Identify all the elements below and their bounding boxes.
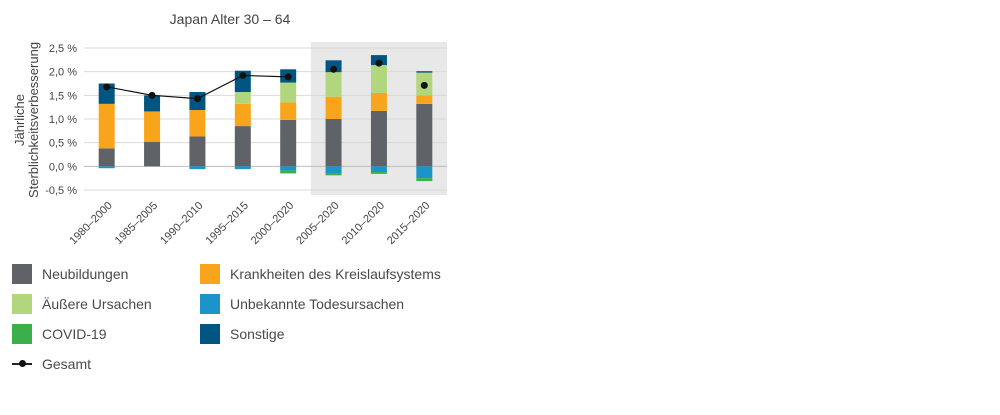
chart: 2,5 % 2,0 % 1,5 % 1,0 % 0,5 % 0,0 % -0,5 % 198… [12,11,447,247]
total-point [284,73,292,81]
bar-segment [234,92,251,104]
legend-label: Äußere Ursachen [42,296,152,312]
legend-swatch [200,264,220,284]
bar-segment [416,178,433,182]
total-point [330,65,338,73]
bar-segment [234,126,251,167]
legend-swatch [12,294,32,314]
legend-label: Neubildungen [42,266,129,282]
bar-segment [280,82,297,103]
y-axis-label: JährlicheSterblichkeitsverbesserung [12,42,41,198]
y-tick-label: 1,0 % [49,114,77,126]
legend-item: Äußere Ursachen [12,294,152,314]
bar-segment [144,141,161,167]
bar-segment [98,83,115,104]
x-tick-label: 2010–2020 [340,200,387,247]
total-point [148,91,156,99]
bar-segment [98,103,115,149]
total-series [103,59,428,103]
x-tick-label: 2005–2020 [294,200,341,247]
chart-title: Japan Alter 30 – 64 [170,11,291,27]
bar-segment [280,170,297,174]
legend-swatch [200,324,220,344]
bar-segment [416,166,433,179]
y-tick-label: 2,0 % [49,67,77,79]
bar-segment [370,92,387,111]
bar-segment [325,96,342,119]
legend-item: Neubildungen [12,264,128,284]
x-tick-label: 1995–2015 [204,200,251,247]
total-point [420,81,428,89]
bar-segment [98,166,115,169]
y-tick-label: 0,5 % [49,138,77,150]
legend-item: Unbekannte Todesursachen [200,294,404,314]
bars [98,55,433,182]
legend-label: Krankheiten des Kreislaufsystems [230,266,441,282]
y-tick-label: 2,5 % [49,43,77,55]
bar-segment [234,166,251,170]
bar-segment [144,111,161,142]
y-axis-label-line: Sterblichkeitsverbesserung [26,42,41,198]
legend-line-swatch [12,354,32,374]
bar-segment [189,136,206,167]
y-tick-label: 0,0 % [49,161,77,173]
bar-segment [325,173,342,176]
legend-label: COVID-19 [42,326,107,342]
bar-segment [280,166,297,171]
x-tick-label: 2015–2020 [385,200,432,247]
total-point [193,95,201,103]
x-tick-labels: 1980–20001985–20051990–20101995–20152000… [67,200,432,247]
y-tick-label: -0,5 % [45,185,77,197]
bar-segment [370,65,387,93]
legend-swatch [12,324,32,344]
bar-segment [416,71,433,73]
legend-label: Unbekannte Todesursachen [230,296,405,312]
total-point [239,71,247,79]
y-tick-label: 1,5 % [49,90,77,102]
total-point [375,59,383,67]
total-point [103,83,111,91]
legend-swatch [12,264,32,284]
y-tick-labels: 2,5 % 2,0 % 1,5 % 1,0 % 0,5 % 0,0 % -0,5 % [45,43,77,197]
bar-segment [325,72,342,97]
bar-segment [144,95,161,112]
bar-segment [416,95,433,104]
legend-item: Krankheiten des Kreislaufsystems [200,264,441,284]
bar-segment [370,110,387,167]
legend-item: Gesamt [12,354,91,374]
bar-segment [189,166,206,170]
bar-segment [370,166,387,173]
x-tick-label: 1985–2005 [113,200,160,247]
bar-segment [325,166,342,174]
bar-segment [280,102,297,120]
legend-item: COVID-19 [12,324,107,344]
bar-segment [189,110,206,137]
legend-label: Gesamt [42,356,92,372]
x-tick-label: 1980–2000 [67,200,114,247]
bar-segment [234,103,251,127]
bar-segment [370,172,387,174]
x-tick-label: 1990–2010 [158,200,205,247]
bar-segment [98,148,115,167]
bar-segment [416,103,433,167]
legend-label: Sonstige [230,326,285,342]
bar-segment [325,119,342,167]
y-axis-label-line: Jährliche [12,94,27,146]
bar-segment [280,119,297,167]
legend-swatch [200,294,220,314]
x-tick-label: 2000–2020 [249,200,296,247]
legend-item: Sonstige [200,324,284,344]
